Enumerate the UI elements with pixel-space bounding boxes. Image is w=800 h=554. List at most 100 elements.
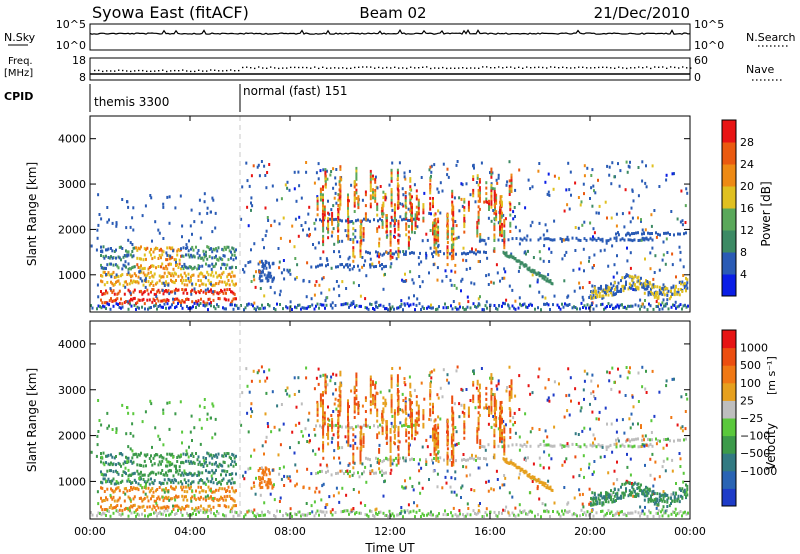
velocity-cell xyxy=(409,425,411,429)
velocity-cell xyxy=(303,513,305,517)
power-cell xyxy=(469,193,472,197)
power-cell xyxy=(393,214,396,218)
power-cell xyxy=(133,296,136,300)
velocity-cell xyxy=(685,393,688,396)
power-cell xyxy=(549,308,551,311)
power-cell xyxy=(200,297,202,301)
power-cell xyxy=(477,191,480,195)
power-cell xyxy=(477,302,480,306)
velocity-cell xyxy=(147,478,150,482)
power-cell xyxy=(176,249,179,253)
power-cell xyxy=(620,290,622,293)
velocity-cell xyxy=(478,445,481,449)
velocity-cell xyxy=(162,411,165,415)
power-cell xyxy=(485,251,487,254)
power-cell xyxy=(393,224,396,228)
power-cell xyxy=(422,205,425,209)
power-cell xyxy=(432,197,434,200)
power-cell xyxy=(97,193,100,197)
velocity-cell xyxy=(211,477,214,481)
velocity-cell xyxy=(266,376,269,380)
power-cell xyxy=(206,301,209,305)
power-cell xyxy=(202,300,205,304)
nave-dot xyxy=(234,70,236,72)
velocity-cell xyxy=(162,512,164,516)
nave-dot xyxy=(202,70,204,72)
velocity-cell xyxy=(547,479,550,483)
nave-dot xyxy=(290,66,292,69)
velocity-cell xyxy=(540,515,542,519)
power-cell xyxy=(411,214,413,218)
velocity-cell xyxy=(237,513,239,517)
power-cell xyxy=(429,176,432,180)
velocity-cell xyxy=(170,453,172,457)
velocity-cell xyxy=(238,513,241,517)
power-cell xyxy=(397,241,400,245)
velocity-cell xyxy=(332,433,335,437)
power-cell xyxy=(153,304,155,308)
velocity-cell xyxy=(399,421,402,425)
power-cell xyxy=(399,215,402,219)
velocity-cell xyxy=(658,514,661,518)
power-cell xyxy=(346,302,349,306)
power-cell xyxy=(355,169,358,173)
power-cell xyxy=(538,290,541,294)
power-cell xyxy=(110,275,113,279)
power-cell xyxy=(109,287,112,291)
velocity-cell xyxy=(497,427,500,431)
velocity-cell xyxy=(606,511,608,515)
power-cell xyxy=(493,190,496,194)
power-cell xyxy=(165,251,168,255)
velocity-cell xyxy=(474,454,477,458)
power-cell xyxy=(446,230,449,234)
nsky-tick-top: 10^5 xyxy=(56,18,86,31)
velocity-cell xyxy=(365,456,367,460)
velocity-cell xyxy=(123,460,126,464)
nave-dot xyxy=(510,66,512,68)
nave-dot xyxy=(94,69,96,72)
power-cell xyxy=(203,192,206,196)
power-cell xyxy=(499,233,501,237)
velocity-cell xyxy=(513,411,516,415)
velocity-cell xyxy=(487,479,490,483)
power-cell xyxy=(171,303,173,307)
velocity-cell xyxy=(563,415,566,419)
velocity-cell xyxy=(466,512,469,516)
power-cell xyxy=(478,186,481,190)
power-cell xyxy=(682,283,685,287)
power-cell xyxy=(232,291,235,295)
velocity-cell xyxy=(485,480,488,484)
velocity-cell xyxy=(477,456,479,460)
velocity-cell xyxy=(131,449,134,453)
velocity-cell xyxy=(260,466,263,470)
power-cell xyxy=(203,301,206,305)
power-cell xyxy=(452,248,455,252)
velocity-cell xyxy=(353,471,355,475)
velocity-cell xyxy=(566,442,569,446)
velocity-cell xyxy=(247,467,250,471)
power-cell xyxy=(117,266,120,270)
power-cell xyxy=(528,303,530,307)
velocity-cell xyxy=(553,501,556,505)
power-cell xyxy=(640,304,643,308)
power-cell xyxy=(136,248,139,252)
velocity-cell xyxy=(150,471,152,475)
date-title: 21/Dec/2010 xyxy=(594,4,690,22)
power-cell xyxy=(417,256,420,260)
power-cell xyxy=(656,292,659,296)
power-cell xyxy=(607,285,610,289)
power-cell xyxy=(542,233,545,237)
velocity-cell xyxy=(549,444,552,448)
velocity-cell xyxy=(371,469,374,473)
velocity-cell xyxy=(366,513,368,517)
velocity-cell xyxy=(629,457,632,461)
nave-dot xyxy=(102,70,104,73)
velocity-cell xyxy=(120,480,122,484)
power-cell xyxy=(501,304,503,308)
velocity-cell xyxy=(549,515,551,518)
velocity-cell xyxy=(261,444,264,448)
power-cell xyxy=(685,305,688,309)
velocity-echoes xyxy=(90,365,689,519)
power-cell xyxy=(266,216,269,219)
velocity-cell xyxy=(137,482,140,486)
